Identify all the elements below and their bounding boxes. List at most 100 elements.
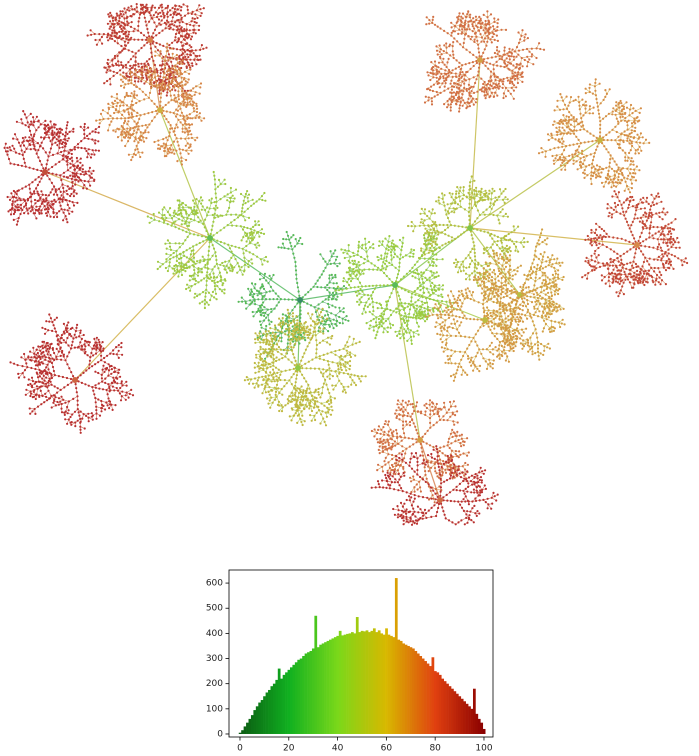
bar [246,723,249,734]
x-tick-label: 0 [237,744,243,754]
bar [322,643,325,734]
bar [453,691,456,734]
bar [314,616,317,734]
bar [295,662,298,734]
bar [270,686,273,734]
bar [441,679,444,734]
graph-nodes [5,111,100,225]
graph-nodes [88,4,207,98]
bar [297,660,300,734]
graph-hub [482,317,488,323]
bar [461,699,464,734]
bar [310,651,313,734]
bar [449,686,452,734]
graph-hub [437,497,443,503]
bar [346,634,349,734]
histogram: 0100200300400500600020406080100 [206,570,493,754]
bar [339,631,342,734]
bar [312,648,315,734]
bar [288,670,291,734]
bar [444,681,447,734]
graph-hub [477,57,483,63]
y-tick-label: 500 [206,604,223,614]
y-tick-label: 400 [206,629,223,639]
bar [266,692,269,733]
bar [432,657,435,734]
graph-hub [392,282,398,288]
figure: 0100200300400500600020406080100 [0,0,699,756]
bar [388,635,391,734]
bar [380,633,383,734]
bar [356,617,359,734]
graph-hub [634,242,640,248]
bar [424,661,427,734]
bar [458,696,461,734]
bar [466,704,469,734]
bar [302,656,305,734]
bar [239,733,242,734]
bar [475,714,478,734]
bar [258,703,261,734]
bar [468,706,471,734]
bar [329,640,332,734]
graph-hub [147,37,153,43]
bar [361,631,364,734]
bar [307,652,310,734]
bar [344,635,347,734]
bar [261,700,264,734]
bar [373,628,376,734]
bar [378,630,381,734]
bar [290,667,293,734]
bar [375,632,378,734]
bar [263,696,266,734]
bar [249,719,252,734]
bar [349,633,352,734]
x-tick-label: 60 [381,744,393,754]
bar [397,640,400,734]
graph-hub [297,297,303,303]
bar [422,659,425,734]
y-tick-label: 200 [206,679,223,689]
body: {"chart_data": {"type": "bar", "x": [0,1… [0,0,699,756]
graph-hub [207,235,213,241]
graph-hub [597,137,603,143]
bar [427,664,430,734]
graph-hub [417,437,423,443]
bar [436,672,439,734]
bar [324,642,327,734]
bar [334,637,337,734]
bar [319,645,322,734]
bar [351,632,354,734]
bar [402,643,405,734]
graph-hub [42,169,48,175]
bar [390,636,393,734]
graph-hub [295,365,301,371]
bar [368,632,371,734]
graph-edges [245,309,366,426]
bar [371,631,374,734]
bar [414,651,417,734]
bar [353,633,356,734]
x-tick-label: 100 [475,744,492,754]
y-tick-label: 300 [206,654,223,664]
y-tick-label: 0 [217,729,223,739]
bar [305,654,308,734]
bar [480,723,483,734]
bar [446,684,449,734]
bar [244,726,247,734]
bar [463,701,466,734]
bar [241,730,244,734]
bar [410,647,413,734]
bar [429,666,432,734]
bar [417,654,420,734]
bar [434,671,437,734]
bar [366,630,369,734]
bar [341,635,344,734]
bar [292,665,295,734]
x-tick-label: 20 [283,744,295,754]
graph-nodes [539,79,649,192]
bar [268,690,271,734]
bar [327,641,330,734]
bar [405,645,408,734]
page: Tree and histogram html, body { margin: … [0,0,699,756]
